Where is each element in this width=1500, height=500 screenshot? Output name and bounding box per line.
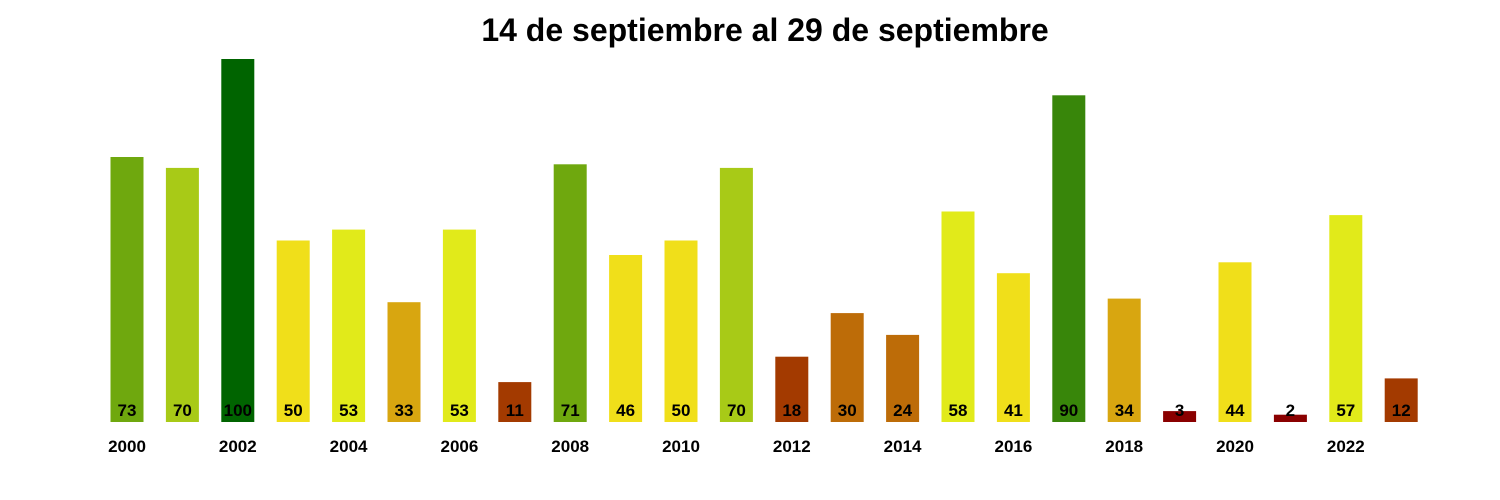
value-label-2001: 70 — [173, 401, 192, 420]
value-labels-group: 73 70 100 50 53 33 53 11 71 46 50 70 18 30 24 58 41 90 34 3… — [118, 401, 1411, 420]
x-tick-label-2014: 2014 — [884, 437, 922, 456]
x-tick-label-2022: 2022 — [1327, 437, 1365, 456]
x-tick-label-2020: 2020 — [1216, 437, 1254, 456]
x-tick-labels-group: 2000 2002 2004 2006 2008 2010 2012 2014 2016 2018… — [108, 437, 1365, 456]
value-label-2015: 58 — [949, 401, 968, 420]
value-label-2013: 30 — [838, 401, 857, 420]
x-tick-label-2006: 2006 — [440, 437, 478, 456]
bar-2006 — [442, 229, 476, 422]
value-label-2018: 34 — [1115, 401, 1134, 420]
value-label-2021: 2 — [1286, 401, 1295, 420]
x-tick-label-2008: 2008 — [551, 437, 589, 456]
bar-2021 — [1273, 414, 1307, 422]
value-label-2004: 53 — [339, 401, 358, 420]
value-label-2023: 12 — [1392, 401, 1411, 420]
bar-2005 — [387, 302, 421, 422]
bar-2008 — [553, 164, 587, 423]
bar-2019 — [1163, 411, 1197, 422]
x-tick-label-2000: 2000 — [108, 437, 146, 456]
value-label-2003: 50 — [284, 401, 303, 420]
bar-2018 — [1107, 298, 1141, 422]
bar-2012 — [775, 356, 809, 422]
bar-2013 — [830, 313, 864, 422]
x-tick-label-2004: 2004 — [330, 437, 368, 456]
value-label-2020: 44 — [1226, 401, 1245, 420]
bar-2004 — [332, 229, 366, 422]
x-tick-label-2010: 2010 — [662, 437, 700, 456]
bar-2009 — [609, 255, 643, 422]
value-label-2006: 53 — [450, 401, 469, 420]
bar-2020 — [1218, 262, 1252, 422]
x-tick-label-2002: 2002 — [219, 437, 257, 456]
bar-2017 — [1052, 95, 1086, 423]
value-label-2019: 3 — [1175, 401, 1184, 420]
value-label-2007: 11 — [506, 401, 524, 420]
x-tick-label-2018: 2018 — [1105, 437, 1143, 456]
value-label-2010: 50 — [672, 401, 691, 420]
bar-2007 — [498, 382, 532, 422]
bar-2002 — [221, 59, 255, 422]
bars-group — [110, 59, 1418, 423]
bar-2023 — [1384, 378, 1418, 422]
bar-2001 — [165, 167, 199, 422]
value-label-2008: 71 — [561, 401, 580, 420]
value-label-2009: 46 — [616, 401, 635, 420]
value-label-2002: 100 — [224, 401, 252, 420]
value-label-2005: 33 — [395, 401, 414, 420]
value-label-2012: 18 — [782, 401, 801, 420]
bar-2015 — [941, 211, 975, 422]
bar-2014 — [886, 334, 920, 422]
chart-title: 14 de septiembre al 29 de septiembre — [481, 12, 1049, 48]
bar-2000 — [110, 157, 144, 422]
value-label-2011: 70 — [727, 401, 746, 420]
bar-2011 — [719, 167, 753, 422]
bar-2003 — [276, 240, 310, 422]
bar-2016 — [996, 273, 1030, 422]
value-label-2016: 41 — [1004, 401, 1023, 420]
x-tick-label-2012: 2012 — [773, 437, 811, 456]
x-tick-label-2016: 2016 — [994, 437, 1032, 456]
value-label-2022: 57 — [1336, 401, 1355, 420]
value-label-2000: 73 — [118, 401, 137, 420]
value-label-2017: 90 — [1059, 401, 1078, 420]
value-label-2014: 24 — [893, 401, 912, 420]
bar-2022 — [1329, 215, 1363, 422]
bar-2010 — [664, 240, 698, 422]
